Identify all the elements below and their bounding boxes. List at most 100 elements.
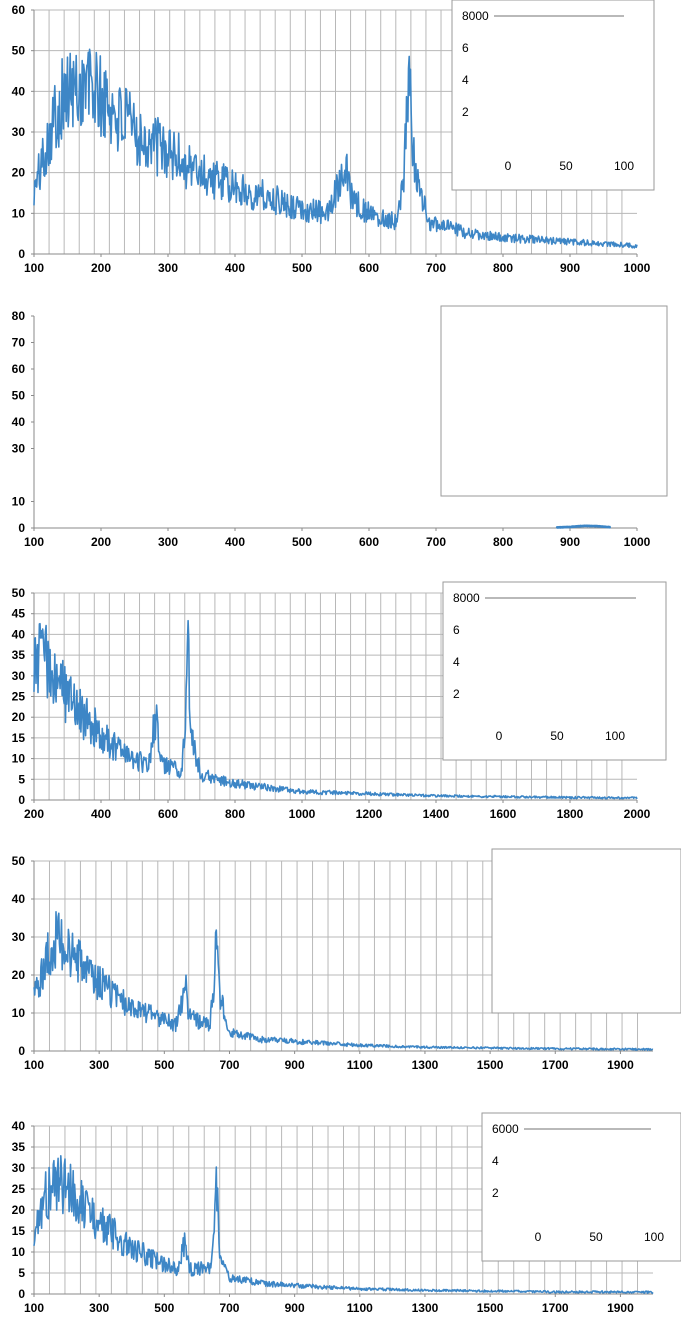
x-tick-label: 100 [24,1301,44,1315]
x-tick-label: 100 [24,535,44,549]
x-tick-label: 300 [89,1301,109,1315]
y-tick-label: 15 [12,731,26,745]
inset-chart: 6000 4 2 0 50 100 [481,1112,681,1262]
x-tick-label: 1900 [607,1301,634,1315]
x-tick-label: 1800 [557,807,584,821]
inset-x-tick-label: 50 [589,1230,603,1244]
y-tick-label: 45 [12,607,26,621]
inset-frame [440,305,668,497]
x-tick-label: 1500 [477,1301,504,1315]
series-line [33,1155,654,1295]
series-line [555,524,611,529]
x-tick-label: 600 [158,807,178,821]
inset-y-tick-label: 2 [462,105,469,119]
y-tick-label: 30 [12,930,26,944]
inset-chart [491,848,681,1014]
y-tick-label: 20 [12,166,26,180]
series-line [33,48,638,249]
y-tick-label: 0 [18,247,25,261]
y-tick-label: 5 [18,1266,25,1280]
x-tick-label: 300 [158,535,178,549]
x-tick-label: 200 [24,807,44,821]
inset-y-tick-label: 4 [453,655,460,669]
y-tick-label: 50 [12,389,26,403]
inset-y-tick-label: 2 [453,687,460,701]
inset-chart: 8000 6 4 2 0 50 100 [451,0,655,191]
y-tick-label: 10 [12,1006,26,1020]
x-tick-label: 700 [426,535,446,549]
x-tick-label: 900 [560,535,580,549]
x-tick-label: 2000 [624,807,651,821]
inset-x-tick-label: 0 [496,729,503,743]
inset-y-tick-label: 4 [462,73,469,87]
inset-x-tick-label: 50 [550,729,564,743]
y-tick-label: 0 [18,1287,25,1301]
inset-x-tick-label: 100 [644,1230,664,1244]
y-tick-label: 60 [12,362,26,376]
x-tick-label: 800 [493,261,513,275]
inset-chart [440,305,668,497]
series-line [33,619,638,800]
inset-y-tick-label: 4 [492,1154,499,1168]
y-tick-label: 40 [12,627,26,641]
x-tick-label: 1100 [347,1301,373,1315]
x-tick-label: 800 [493,535,513,549]
y-tick-label: 0 [18,521,25,535]
inset-y-tick-label: 6 [453,623,460,637]
y-tick-label: 40 [12,415,26,429]
y-tick-label: 10 [12,1245,26,1259]
y-tick-label: 25 [12,1182,26,1196]
inset-y-tick-label: 2 [492,1186,499,1200]
y-tick-label: 30 [12,1161,26,1175]
x-tick-label: 400 [225,261,245,275]
x-tick-label: 100 [24,261,44,275]
y-tick-label: 50 [12,854,26,868]
x-tick-label: 600 [359,535,379,549]
x-tick-label: 800 [225,807,245,821]
x-tick-label: 500 [292,261,312,275]
x-tick-label: 1500 [477,1058,504,1072]
y-tick-label: 10 [12,752,26,766]
x-tick-label: 900 [560,261,580,275]
chart-2: 0 10 30 40 50 60 70 80 100 200 300 400 500 600 700 800 9… [12,305,668,549]
x-tick-label: 1300 [412,1301,439,1315]
inset-frame [491,848,681,1014]
y-tick-label: 15 [12,1224,26,1238]
y-tick-label: 30 [12,125,26,139]
x-tick-label: 1600 [490,807,517,821]
y-tick-label: 35 [12,1140,26,1154]
inset-x-tick-label: 0 [505,159,512,173]
y-tick-label: 20 [12,710,26,724]
x-tick-label: 600 [359,261,379,275]
x-tick-label: 1300 [412,1058,439,1072]
x-tick-label: 1000 [624,535,651,549]
inset-y-tick-label: 8000 [453,591,480,605]
y-tick-label: 80 [12,309,26,323]
x-tick-label: 1200 [356,807,383,821]
inset-x-tick-label: 0 [535,1230,542,1244]
series-line [33,911,654,1052]
y-tick-label: 60 [12,3,26,17]
y-tick-label: 50 [12,586,26,600]
x-tick-label: 1700 [542,1058,569,1072]
inset-x-tick-label: 50 [559,159,573,173]
x-tick-label: 200 [91,535,111,549]
inset-chart: 8000 6 4 2 0 50 100 [442,581,667,761]
x-tick-label: 300 [158,261,178,275]
x-tick-label: 700 [219,1058,239,1072]
y-tick-label: 5 [18,772,25,786]
y-tick-label: 40 [12,84,26,98]
y-tick-label: 30 [12,442,26,456]
inset-y-tick-label: 6000 [492,1122,519,1136]
y-tick-label: 35 [12,648,26,662]
inset-y-tick-label: 6 [462,41,469,55]
x-tick-label: 500 [292,535,312,549]
inset-x-tick-label: 100 [605,729,625,743]
x-tick-label: 500 [154,1301,174,1315]
y-tick-label: 20 [12,1203,26,1217]
x-tick-label: 200 [91,261,111,275]
x-tick-label: 900 [285,1301,305,1315]
x-tick-label: 1700 [542,1301,569,1315]
